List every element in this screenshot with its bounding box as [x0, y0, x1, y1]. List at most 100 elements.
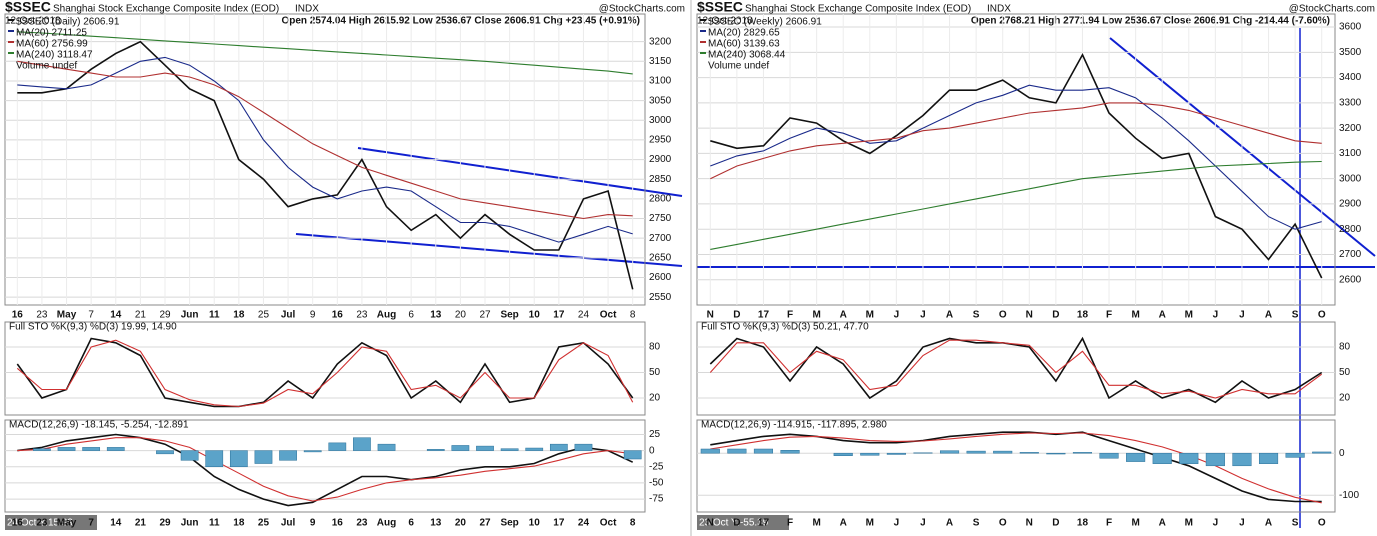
legend-entry: Volume undef — [16, 61, 77, 72]
x-tick-label: 21 — [135, 310, 147, 321]
x-tick-label: M — [1185, 310, 1193, 321]
y-tick-label: -75 — [649, 494, 664, 505]
histogram-bar — [279, 450, 297, 461]
histogram-bar — [1205, 452, 1225, 467]
y-tick-label: 0 — [649, 445, 655, 456]
panel-title: Full STO %K(9,3) %D(3) 19.99, 14.90 — [9, 322, 177, 333]
histogram-bar — [1126, 452, 1146, 462]
x-tick-label: Jun — [181, 310, 199, 321]
x-tick-label: D — [733, 310, 740, 321]
x-tick-label: J — [894, 310, 900, 321]
y-tick-label: 3000 — [649, 115, 672, 126]
x-tick-label: A — [840, 310, 847, 321]
x-tick-label: 7 — [88, 310, 94, 321]
histogram-bar — [377, 443, 396, 451]
x-tick-label: N — [1026, 518, 1033, 529]
x-tick-label: 17 — [758, 518, 770, 529]
x-tick-label: M — [1131, 310, 1139, 321]
x-tick-label: Oct — [600, 310, 617, 321]
histogram-bar — [254, 450, 273, 464]
histogram-bar — [574, 443, 593, 451]
exchange: INDX — [295, 4, 319, 15]
series-line — [17, 56, 633, 243]
plot-frame — [4, 321, 646, 416]
x-tick-label: J — [894, 518, 900, 529]
series-line — [17, 60, 633, 220]
x-tick-label: F — [787, 310, 793, 321]
histogram-bar — [525, 447, 544, 451]
x-tick-label: A — [1159, 310, 1166, 321]
x-tick-label: Sep — [500, 518, 518, 529]
x-tick-label: A — [946, 310, 953, 321]
x-tick-label: 13 — [430, 518, 442, 529]
x-tick-label: S — [1292, 310, 1299, 321]
series-line — [709, 339, 1323, 399]
histogram-bar — [57, 447, 76, 451]
x-tick-label: 23 — [356, 310, 368, 321]
x-tick-label: 14 — [110, 310, 122, 321]
x-tick-label: J — [1213, 310, 1219, 321]
histogram-bar — [700, 448, 720, 454]
date: 12-Oct-2018 — [697, 16, 753, 27]
x-tick-label: 20 — [455, 310, 467, 321]
legend-swatch — [8, 41, 14, 43]
series-line — [17, 433, 634, 507]
ohlc: Open 2768.21 High 2771.94 Low 2536.67 Cl… — [971, 16, 1330, 27]
histogram-bar — [1179, 452, 1199, 464]
y-tick-label: 3300 — [1339, 97, 1362, 108]
y-tick-label: -100 — [1339, 490, 1359, 501]
x-tick-label: A — [1265, 518, 1272, 529]
legend-swatch — [8, 19, 14, 21]
y-tick-label: 3050 — [649, 95, 672, 106]
histogram-bar — [205, 450, 224, 468]
x-tick-label: M — [866, 310, 874, 321]
histogram-bar — [833, 452, 853, 456]
plot-frame — [696, 419, 1336, 513]
legend-swatch — [700, 41, 706, 43]
x-tick-label: D — [1052, 310, 1059, 321]
histogram-bar — [426, 449, 445, 451]
legend-entry: MA(60) 3139.63 — [708, 39, 780, 50]
histogram-bar — [33, 448, 51, 451]
y-tick-label: 80 — [649, 342, 661, 353]
x-tick-label: O — [999, 518, 1007, 529]
x-tick-label: 16 — [332, 310, 344, 321]
x-tick-label: 20 — [455, 518, 467, 529]
x-tick-label: 23 — [356, 518, 368, 529]
histogram-bar — [303, 450, 322, 453]
x-tick-label: 11 — [209, 518, 220, 529]
histogram-bar — [476, 445, 494, 451]
index-name: Shanghai Stock Exchange Composite Index … — [745, 4, 971, 15]
x-tick-label: 24 — [578, 310, 590, 321]
series-line — [710, 432, 1322, 504]
histogram-bar — [1312, 451, 1332, 454]
x-tick-label: Sep — [500, 310, 518, 321]
y-tick-label: -50 — [649, 478, 664, 489]
x-tick-label: J — [1239, 310, 1245, 321]
histogram-bar — [886, 452, 906, 455]
histogram-bar — [860, 452, 880, 456]
x-tick-label: 13 — [430, 310, 442, 321]
x-tick-label: A — [946, 518, 953, 529]
x-tick-label: J — [1213, 518, 1219, 529]
series-line — [710, 84, 1322, 230]
legend-entry: Volume undef — [708, 61, 769, 72]
x-tick-label: A — [1265, 310, 1272, 321]
source: @StockCharts.com — [1289, 4, 1375, 15]
x-tick-label: F — [787, 518, 793, 529]
series-line — [710, 102, 1322, 180]
y-tick-label: 3600 — [1339, 22, 1362, 33]
plot-frame — [696, 321, 1336, 416]
x-tick-label: A — [1159, 518, 1166, 529]
legend-swatch — [700, 30, 706, 32]
y-tick-label: 50 — [649, 367, 661, 378]
x-tick-label: Jul — [281, 310, 296, 321]
x-tick-label: 14 — [110, 518, 122, 529]
y-tick-label: -25 — [649, 461, 664, 472]
x-tick-label: N — [1026, 310, 1033, 321]
x-tick-label: 10 — [529, 518, 541, 529]
histogram-bar — [1019, 452, 1039, 454]
y-tick-label: 3100 — [649, 76, 672, 87]
x-tick-label: May — [57, 518, 77, 529]
